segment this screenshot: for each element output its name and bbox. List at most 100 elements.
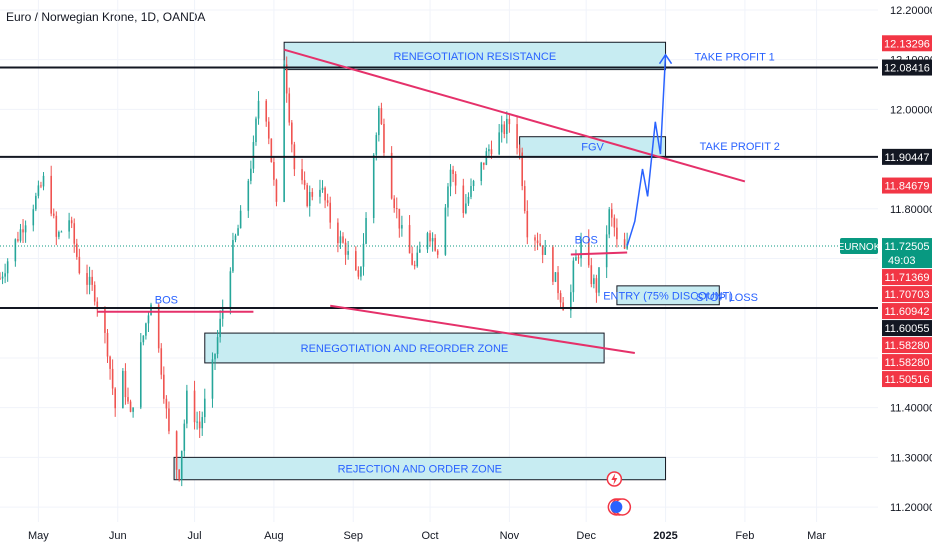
candle (470, 186, 472, 197)
price-badge (882, 177, 932, 194)
candle (562, 302, 564, 311)
projection-path (626, 54, 667, 247)
price-badge-label: 11.70703 (884, 289, 929, 301)
candle (234, 235, 237, 241)
y-tick-label: 11.80000 (890, 204, 932, 216)
candle (462, 185, 465, 214)
price-badge (882, 303, 932, 320)
price-badge-label: 12.08416 (884, 63, 930, 75)
candle (114, 388, 116, 409)
candle (616, 227, 618, 240)
candle (4, 273, 6, 277)
candle (534, 237, 536, 241)
candle (482, 162, 485, 165)
candle (326, 200, 329, 203)
candle (288, 93, 291, 123)
candle (60, 231, 63, 233)
x-tick-label: Jul (188, 530, 202, 542)
candle (124, 370, 127, 398)
candle (109, 356, 111, 369)
candle (393, 198, 396, 209)
candle (88, 276, 91, 285)
candle (178, 469, 180, 480)
candle (257, 100, 260, 119)
zone-box (173, 456, 667, 481)
candle (544, 247, 547, 255)
candle (127, 397, 129, 402)
price-badge (882, 371, 932, 388)
zone-label: RENEGOTIATION AND REORDER ZONE (301, 343, 509, 355)
candle (398, 208, 401, 229)
price-badge (882, 35, 932, 52)
candle (201, 417, 204, 429)
candle (355, 251, 357, 271)
candle (610, 209, 613, 218)
candle (521, 152, 523, 187)
candle (375, 135, 378, 155)
candle (593, 278, 595, 285)
candle (623, 239, 626, 249)
candle (557, 272, 559, 294)
candle (500, 124, 503, 133)
candle (0, 278, 1, 280)
candle (449, 169, 452, 187)
candle (306, 185, 308, 207)
candle (416, 252, 419, 267)
price-badge-label: 12.13296 (884, 38, 930, 50)
candle (590, 265, 593, 285)
time-axis (0, 522, 878, 550)
candle (270, 138, 273, 163)
candle (498, 132, 500, 155)
candle (111, 368, 114, 389)
candle (75, 243, 78, 257)
y-tick-label: 12.00000 (890, 104, 932, 116)
candle (55, 215, 58, 237)
candle (541, 245, 544, 255)
candle (608, 209, 611, 235)
candle (211, 359, 214, 399)
candle (239, 210, 242, 229)
candle (193, 390, 196, 423)
candle (58, 231, 60, 237)
y-tick-label: 11.20000 (890, 502, 932, 514)
candle (518, 148, 521, 153)
candle (480, 162, 483, 181)
candle (337, 222, 339, 244)
zone-label: REJECTION AND ORDER ZONE (338, 464, 502, 476)
candle (436, 250, 439, 255)
candle (552, 247, 554, 282)
level-label: STOP LOSS (696, 292, 758, 304)
candle (150, 304, 152, 316)
price-badge-label: 11.60055 (884, 323, 929, 335)
arrow-head (658, 53, 673, 65)
candle (216, 337, 219, 355)
candle (147, 315, 150, 324)
candle (168, 408, 170, 432)
candle (132, 407, 134, 412)
dividend-icon (610, 501, 623, 513)
candle (157, 304, 160, 349)
candle (595, 278, 598, 293)
price-badge-label: 11.50516 (884, 374, 929, 386)
candle (68, 220, 70, 232)
candle (434, 238, 436, 251)
candle (444, 207, 447, 255)
candle (321, 187, 324, 190)
price-badge (882, 59, 932, 76)
candle (1, 276, 4, 279)
candle (122, 370, 124, 409)
candle (142, 335, 145, 343)
candle (265, 100, 268, 122)
candle (35, 195, 37, 210)
candle (372, 154, 375, 218)
zone-box (616, 285, 720, 306)
candle (160, 348, 163, 375)
candle (17, 239, 19, 241)
y-tick-label: 11.30000 (890, 452, 932, 464)
candle (104, 309, 106, 333)
zone-label: ENTRY (75% DISCOUNT) (603, 290, 733, 302)
candle (232, 240, 234, 272)
candle (580, 239, 582, 259)
candle (237, 228, 239, 236)
